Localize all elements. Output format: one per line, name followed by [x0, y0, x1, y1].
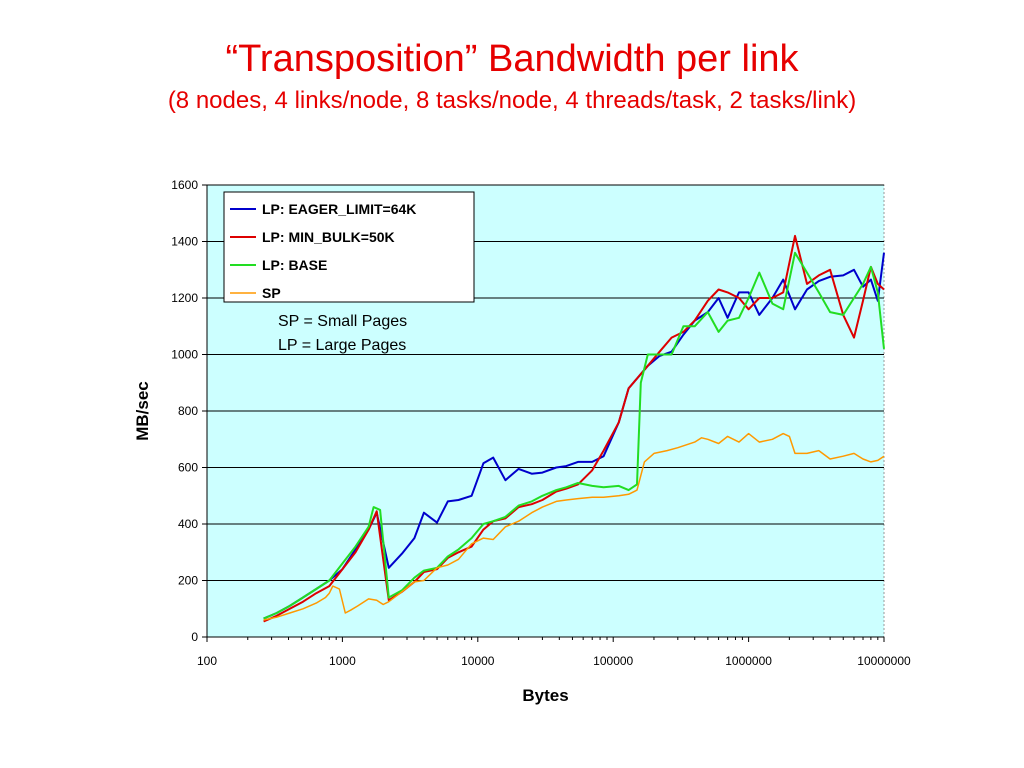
- annotations: SP = Small Pages LP = Large Pages: [278, 313, 407, 354]
- legend: LP: EAGER_LIMIT=64K LP: MIN_BULK=50K LP: B…: [223, 191, 475, 303]
- slide-title: “Transposition” Bandwidth per link: [225, 38, 799, 80]
- x-tick-label: 1000000: [725, 654, 772, 668]
- y-axis-label: MB/sec: [133, 381, 152, 441]
- series-line-2: [263, 234, 885, 623]
- annotation-text: SP = Small Pages: [278, 313, 407, 330]
- series-line-4: [263, 432, 885, 621]
- y-tick-label: 800: [178, 404, 198, 418]
- y-tick-label: 200: [178, 574, 198, 588]
- y-tick-label: 1600: [171, 178, 198, 192]
- legend-label: SP: [262, 285, 281, 301]
- y-tick-label: 400: [178, 517, 198, 531]
- x-axis-label: Bytes: [522, 686, 568, 705]
- x-tick-label: 10000000: [857, 654, 911, 668]
- slide-subtitle: (8 nodes, 4 links/node, 8 tasks/node, 4 …: [167, 87, 857, 114]
- legend-label: LP: MIN_BULK=50K: [262, 229, 395, 245]
- series-line-3: [263, 251, 885, 620]
- gridlines: [207, 184, 884, 581]
- y-tick-label: 0: [191, 630, 198, 644]
- legend-box: [223, 191, 475, 303]
- axes: 0 200 400 600 800 1000 1200 1400 1600 100 1000 1000…: [171, 178, 911, 668]
- y-tick-label: 1000: [171, 348, 198, 362]
- y-tick-label: 1200: [171, 291, 198, 305]
- y-tick-label: 600: [178, 461, 198, 475]
- x-tick-label: 100: [197, 654, 217, 668]
- x-tick-label: 1000: [329, 654, 356, 668]
- legend-label: LP: EAGER_LIMIT=64K: [262, 201, 416, 217]
- y-tick-label: 1400: [171, 235, 198, 249]
- x-tick-label: 100000: [593, 654, 633, 668]
- x-tick-label: 10000: [461, 654, 495, 668]
- legend-label: LP: BASE: [262, 257, 327, 273]
- series-group: [263, 234, 885, 623]
- annotation-text: LP = Large Pages: [278, 337, 406, 354]
